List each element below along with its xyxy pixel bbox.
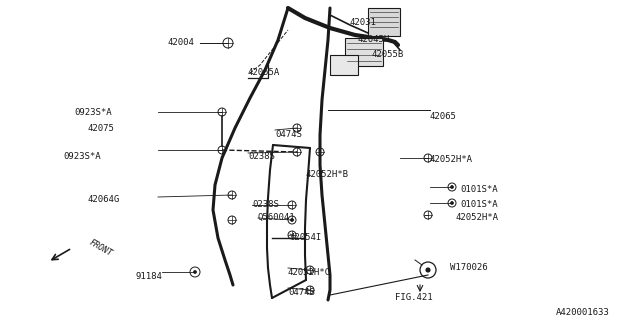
Text: FIG.421: FIG.421 (395, 293, 433, 302)
Text: 42075: 42075 (88, 124, 115, 133)
Text: 42055B: 42055B (372, 50, 404, 59)
Text: 42031: 42031 (350, 18, 377, 27)
Text: 42052H*A: 42052H*A (455, 213, 498, 222)
Text: A420001633: A420001633 (556, 308, 610, 317)
Bar (368, 8, 400, 36)
Text: 0101S*A: 0101S*A (460, 200, 498, 209)
Text: 0238S: 0238S (252, 200, 279, 209)
Text: 42064G: 42064G (88, 195, 120, 204)
Text: 0923S*A: 0923S*A (63, 152, 100, 161)
Text: 0923S*A: 0923S*A (74, 108, 111, 117)
Text: FRONT: FRONT (88, 238, 114, 258)
Circle shape (291, 219, 294, 221)
Bar (330, 55, 358, 75)
Text: 42055A: 42055A (248, 68, 280, 77)
Text: W170026: W170026 (450, 263, 488, 272)
Bar (345, 38, 383, 66)
Text: 42052H*C: 42052H*C (288, 268, 331, 277)
Circle shape (426, 268, 430, 272)
Text: 42052H*A: 42052H*A (430, 155, 473, 164)
Text: 42045H: 42045H (358, 35, 390, 44)
Text: 0238S: 0238S (248, 152, 275, 161)
Circle shape (451, 202, 454, 204)
Text: 42054I: 42054I (290, 233, 323, 242)
Text: 0474S: 0474S (288, 288, 315, 297)
Text: 91184: 91184 (136, 272, 163, 281)
Text: 42052H*B: 42052H*B (305, 170, 348, 179)
Text: 42065: 42065 (430, 112, 457, 121)
Text: 42004: 42004 (168, 38, 195, 47)
Circle shape (451, 186, 454, 188)
Text: Q560041: Q560041 (258, 213, 296, 222)
Text: 0101S*A: 0101S*A (460, 185, 498, 194)
Circle shape (193, 270, 196, 274)
Text: 0474S: 0474S (275, 130, 302, 139)
